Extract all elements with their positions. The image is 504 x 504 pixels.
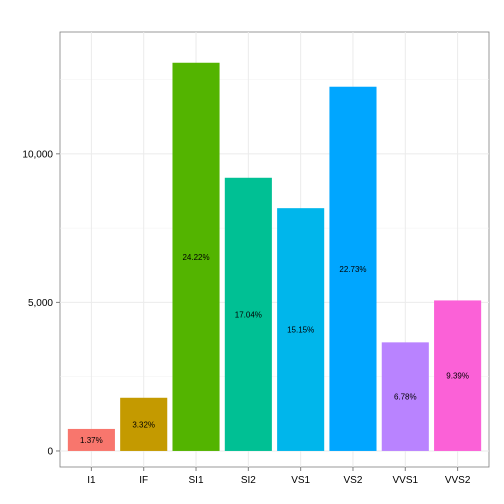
x-tick-label: VVS2 xyxy=(445,475,471,486)
x-tick-label: VVS1 xyxy=(393,475,419,486)
y-tick-label: 0 xyxy=(47,446,53,457)
x-tick-label: VS1 xyxy=(291,475,310,486)
x-tick-label: VS2 xyxy=(344,475,363,486)
data-label-vvs2: 9.39% xyxy=(446,372,469,381)
bar-vvs2 xyxy=(434,300,482,451)
bar-vs2 xyxy=(329,86,377,451)
bar-si2 xyxy=(224,177,272,451)
bar-if xyxy=(120,397,168,451)
x-tick-label: IF xyxy=(139,475,148,486)
data-label-si2: 17.04% xyxy=(235,310,262,319)
x-tick-label: I1 xyxy=(87,475,96,486)
x-tick-label: SI2 xyxy=(241,475,256,486)
bars xyxy=(67,62,482,451)
data-label-if: 3.32% xyxy=(132,420,155,429)
data-label-i1: 1.37% xyxy=(80,436,103,445)
axes: 0 5,000 10,000 I1 IF SI1 SI2 VS1 VS2 VVS1 VVS2 xyxy=(22,149,470,486)
data-label-si1: 24.22% xyxy=(182,253,209,262)
x-tick-label: SI1 xyxy=(189,475,204,486)
data-labels: 1.37% 3.32% 24.22% 17.04% 15.15% 22.73% 6.78% 9… xyxy=(80,253,469,445)
data-label-vs2: 22.73% xyxy=(339,265,366,274)
bar-si1 xyxy=(172,62,220,451)
y-tick-label: 10,000 xyxy=(22,149,53,160)
bar-i1 xyxy=(67,428,115,451)
bar-vvs1 xyxy=(381,342,429,451)
bar-vs1 xyxy=(277,208,325,451)
y-tick-label: 5,000 xyxy=(28,298,53,309)
data-label-vvs1: 6.78% xyxy=(394,393,417,402)
data-label-vs1: 15.15% xyxy=(287,326,314,335)
